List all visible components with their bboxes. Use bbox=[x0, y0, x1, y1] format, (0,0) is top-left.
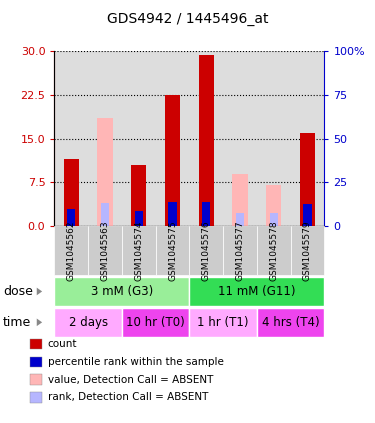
Bar bbox=[202, 202, 210, 226]
Bar bbox=[199, 55, 214, 226]
Bar bbox=[300, 133, 315, 226]
Text: 3 mM (G3): 3 mM (G3) bbox=[91, 285, 153, 298]
Bar bbox=[64, 159, 79, 226]
Text: 4 hrs (T4): 4 hrs (T4) bbox=[262, 316, 320, 329]
Text: count: count bbox=[48, 339, 77, 349]
Text: GSM1045578: GSM1045578 bbox=[269, 220, 278, 281]
Bar bbox=[131, 165, 146, 226]
Bar bbox=[101, 203, 109, 226]
Text: time: time bbox=[3, 316, 31, 329]
Bar bbox=[232, 173, 248, 226]
Bar bbox=[67, 209, 75, 226]
Bar bbox=[165, 95, 180, 226]
Bar bbox=[135, 211, 143, 226]
Text: value, Detection Call = ABSENT: value, Detection Call = ABSENT bbox=[48, 375, 213, 385]
Bar bbox=[168, 202, 177, 226]
Text: percentile rank within the sample: percentile rank within the sample bbox=[48, 357, 224, 367]
Bar bbox=[270, 213, 278, 226]
Text: GSM1045563: GSM1045563 bbox=[100, 220, 109, 281]
Text: 2 days: 2 days bbox=[69, 316, 108, 329]
Text: GSM1045562: GSM1045562 bbox=[67, 220, 76, 281]
Text: GSM1045577: GSM1045577 bbox=[236, 220, 244, 281]
Bar bbox=[101, 203, 109, 226]
Text: 10 hr (T0): 10 hr (T0) bbox=[126, 316, 185, 329]
Text: dose: dose bbox=[3, 285, 33, 298]
Text: GSM1045575: GSM1045575 bbox=[168, 220, 177, 281]
Text: GSM1045576: GSM1045576 bbox=[202, 220, 211, 281]
Bar bbox=[98, 118, 112, 226]
Text: rank, Detection Call = ABSENT: rank, Detection Call = ABSENT bbox=[48, 393, 208, 402]
Text: GDS4942 / 1445496_at: GDS4942 / 1445496_at bbox=[107, 12, 268, 26]
Bar bbox=[236, 213, 244, 226]
Text: GSM1045579: GSM1045579 bbox=[303, 220, 312, 281]
Bar bbox=[303, 204, 312, 226]
Text: 11 mM (G11): 11 mM (G11) bbox=[218, 285, 296, 298]
Bar bbox=[266, 185, 281, 226]
Text: 1 hr (T1): 1 hr (T1) bbox=[197, 316, 249, 329]
Text: GSM1045574: GSM1045574 bbox=[134, 220, 143, 281]
